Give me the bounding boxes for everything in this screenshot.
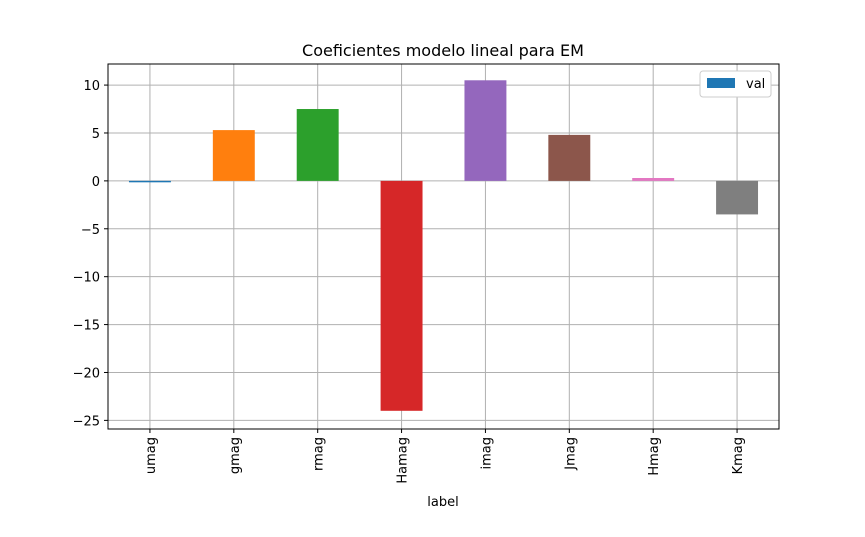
legend-box <box>699 70 772 98</box>
y-tick-label: −15 <box>73 319 100 334</box>
y-tick-label: −20 <box>73 366 100 381</box>
y-tick-label: 10 <box>83 79 100 94</box>
bar-Jmag <box>548 134 591 181</box>
bar-imag <box>464 80 507 181</box>
x-tick-label-Hmag: Hmag <box>647 437 662 476</box>
legend-swatch <box>707 78 735 88</box>
x-tick-label-gmag: gmag <box>228 437 243 474</box>
x-tick-label-Jmag: Jmag <box>563 437 578 471</box>
x-tick-label-rmag: rmag <box>312 437 327 471</box>
bar-umag <box>128 180 171 183</box>
legend-label-val: val <box>746 77 765 92</box>
x-tick-label-Kmag: Kmag <box>731 437 746 474</box>
bar-Hmag <box>632 178 675 181</box>
chart-title: Coeficientes modelo lineal para EM <box>302 41 584 60</box>
x-tick-label-imag: imag <box>479 437 494 470</box>
y-tick-label: −10 <box>73 271 100 286</box>
bar-gmag <box>212 130 255 181</box>
grid <box>108 64 779 429</box>
bar-rmag <box>296 109 339 181</box>
bar-Hamag <box>380 180 423 411</box>
plot-frame <box>107 63 780 430</box>
y-tick-label: −5 <box>81 223 100 238</box>
ticks: 10 5 0 −5 −10 −15 −20 −25 umag gmag rmag Hamag imag J… <box>73 79 747 484</box>
y-tick-label: 5 <box>92 127 100 142</box>
x-tick-label-Hamag: Hamag <box>396 437 411 484</box>
legend: val <box>699 70 772 98</box>
x-axis-label: label <box>427 495 458 510</box>
y-tick-label: −25 <box>73 414 100 429</box>
x-tick-label-umag: umag <box>144 437 159 474</box>
bars <box>128 80 759 411</box>
y-tick-label: 0 <box>92 175 100 190</box>
bar-Kmag <box>716 180 759 215</box>
